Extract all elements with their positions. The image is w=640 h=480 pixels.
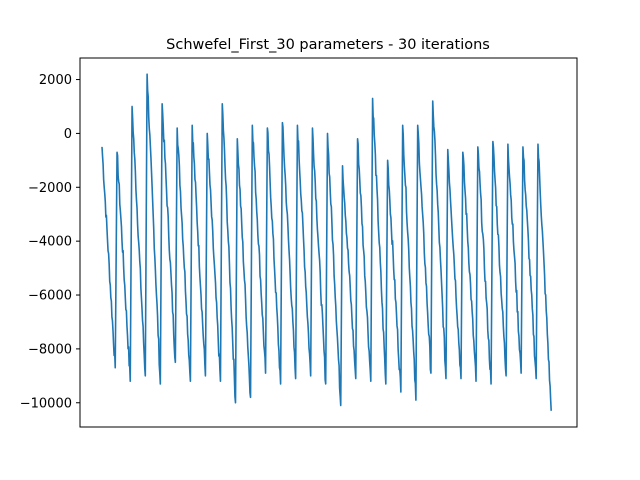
y-tick-label: −6000	[28, 289, 72, 304]
y-tick-label: 0	[64, 127, 72, 142]
y-tick-label: 2000	[39, 73, 72, 88]
plot-frame	[79, 57, 578, 428]
y-tick-label: −10000	[20, 396, 72, 411]
y-tick-label: −8000	[28, 342, 72, 357]
y-tick-label: −2000	[28, 181, 72, 196]
y-axis: 2000 0 −2000 −4000 −6000 −8000 −10000	[20, 73, 80, 411]
chart-title: Schwefel_First_30 parameters - 30 iterat…	[166, 37, 490, 53]
series-group	[101, 73, 552, 411]
series-line	[101, 73, 552, 411]
y-tick-label: −4000	[28, 235, 72, 250]
